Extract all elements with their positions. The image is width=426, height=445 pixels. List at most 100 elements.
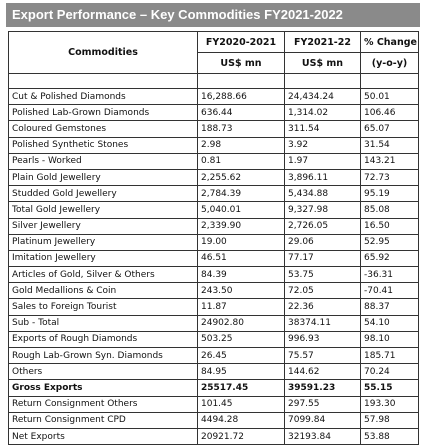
value-cell: 70.24 (360, 363, 419, 381)
value-cell: 996.93 (284, 330, 361, 349)
value-cell: 84.95 (197, 363, 285, 381)
value-cell: 2,255.62 (197, 168, 285, 187)
value-cell: 9,327.98 (284, 201, 361, 219)
commodity-name: Exports of Rough Diamonds (8, 330, 198, 349)
table-row: Articles of Gold, Silver & Others 84.39 53… (8, 266, 419, 284)
value-cell: 2.98 (197, 136, 285, 154)
spacer-row (8, 73, 419, 89)
value-cell: 72.05 (284, 282, 361, 300)
value-cell: 243.50 (197, 282, 285, 300)
table-row: Sales to Foreign Tourist 11.87 22.36 88.37 (8, 298, 419, 316)
value-cell: 53.75 (284, 266, 361, 284)
value-cell: 7099.84 (284, 411, 361, 429)
table-row: Cut & Polished Diamonds 16,288.66 24,434.2… (8, 87, 419, 106)
value-cell: 5,040.01 (197, 201, 285, 219)
table-row: Imitation Jewellery 46.51 77.17 65.92 (8, 249, 419, 268)
column-period: FY2020-2021 (197, 31, 285, 53)
value-cell: 85.08 (360, 201, 419, 219)
value-cell: 57.98 (360, 411, 419, 429)
value-cell: 2,784.39 (197, 185, 285, 203)
commodity-name: Studded Gold Jewellery (8, 185, 198, 203)
commodity-name: Net Exports (8, 427, 198, 445)
value-cell: 88.37 (360, 298, 419, 316)
value-cell: 0.81 (197, 152, 285, 170)
table-row: Studded Gold Jewellery 2,784.39 5,434.88 95… (8, 185, 419, 203)
value-cell: 53.88 (360, 427, 419, 445)
commodities-table: Commodities FY2020-2021 FY2021-22% Change U… (8, 31, 419, 445)
column-period: % Change (360, 31, 419, 53)
table-row: Return Consignment Others 101.45 297.55 193… (8, 395, 419, 413)
commodity-name: Pearls - Worked (8, 152, 198, 170)
header-row: US$ mn US$ mn (y-o-y) (9, 52, 419, 74)
commodity-name: Gross Exports (8, 379, 198, 397)
value-cell: 29.06 (284, 233, 361, 251)
commodity-name: Rough Lab-Grown Syn. Diamonds (8, 346, 198, 365)
column-period: FY2021-22 (284, 31, 361, 53)
table-row: Exports of Rough Diamonds 503.25 996.93 98.… (8, 330, 419, 349)
value-cell: 25517.45 (197, 379, 285, 397)
value-cell: 52.95 (360, 233, 419, 251)
value-cell: 26.45 (197, 346, 285, 365)
table-row: Plain Gold Jewellery 2,255.62 3,896.11 72.7… (8, 168, 419, 187)
commodity-name: Polished Synthetic Stones (8, 136, 198, 154)
commodity-name: Polished Lab-Grown Diamonds (8, 104, 198, 122)
page: Export Performance – Key Commodities FY2… (6, 3, 420, 445)
value-cell: -36.31 (360, 266, 419, 284)
header-label: Commodities (8, 31, 198, 74)
commodity-name: Others (8, 363, 198, 381)
column-unit: US$ mn (197, 52, 285, 74)
value-cell: 2,726.05 (284, 217, 361, 235)
title-bar: Export Performance – Key Commodities FY2… (6, 3, 420, 27)
table-row: Polished Synthetic Stones 2.98 3.92 31.54 (8, 136, 419, 154)
value-cell: 106.46 (360, 104, 419, 122)
commodity-name: Articles of Gold, Silver & Others (8, 266, 198, 284)
spacer-cell (197, 73, 285, 89)
value-cell: 46.51 (197, 249, 285, 268)
commodity-name: Sub - Total (8, 314, 198, 332)
table-row: Pearls - Worked 0.81 1.97 143.21 (8, 152, 419, 170)
value-cell: 297.55 (284, 395, 361, 413)
value-cell: 101.45 (197, 395, 285, 413)
commodity-name: Gold Medallions & Coin (8, 282, 198, 300)
table-row: Polished Lab-Grown Diamonds 636.44 1,314.0… (8, 104, 419, 122)
value-cell: 16.50 (360, 217, 419, 235)
table-row: Gold Medallions & Coin 243.50 72.05 -70.41 (8, 282, 419, 300)
value-cell: 143.21 (360, 152, 419, 170)
value-cell: 24902.80 (197, 314, 285, 332)
value-cell: 19.00 (197, 233, 285, 251)
spacer-cell (8, 73, 198, 89)
table-row: Return Consignment CPD 4494.28 7099.84 57.9… (8, 411, 419, 429)
table-row: Total Gold Jewellery 5,040.01 9,327.98 85.0… (8, 201, 419, 219)
commodity-name: Return Consignment Others (8, 395, 198, 413)
value-cell: 65.92 (360, 249, 419, 268)
commodity-name: Imitation Jewellery (8, 249, 198, 268)
value-cell: 636.44 (197, 104, 285, 122)
commodity-name: Coloured Gemstones (8, 120, 198, 138)
value-cell: 31.54 (360, 136, 419, 154)
commodity-name: Total Gold Jewellery (8, 201, 198, 219)
value-cell: 16,288.66 (197, 87, 285, 106)
value-cell: 2,339.90 (197, 217, 285, 235)
commodity-name: Silver Jewellery (8, 217, 198, 235)
header-row: Commodities FY2020-2021 FY2021-22% Change (8, 31, 419, 74)
spacer-cell (284, 73, 361, 89)
table-row: Gross Exports 25517.45 39591.23 55.15 (8, 379, 419, 397)
value-cell: 188.73 (197, 120, 285, 138)
value-cell: 1.97 (284, 152, 361, 170)
table-row: Net Exports 20921.72 32193.84 53.88 (8, 427, 419, 445)
value-cell: 193.30 (360, 395, 419, 413)
value-cell: 3,896.11 (284, 168, 361, 187)
commodity-name: Cut & Polished Diamonds (8, 87, 198, 106)
value-cell: 22.36 (284, 298, 361, 316)
commodity-name: Return Consignment CPD (8, 411, 198, 429)
value-cell: 38374.11 (284, 314, 361, 332)
value-cell: 75.57 (284, 346, 361, 365)
value-cell: 98.10 (360, 330, 419, 349)
value-cell: 24,434.24 (284, 87, 361, 106)
table-row: Coloured Gemstones 188.73 311.54 65.07 (8, 120, 419, 138)
value-cell: 1,314.02 (284, 104, 361, 122)
table-row: Sub - Total 24902.80 38374.11 54.10 (8, 314, 419, 332)
value-cell: 65.07 (360, 120, 419, 138)
table-row: Platinum Jewellery 19.00 29.06 52.95 (8, 233, 419, 251)
value-cell: 311.54 (284, 120, 361, 138)
